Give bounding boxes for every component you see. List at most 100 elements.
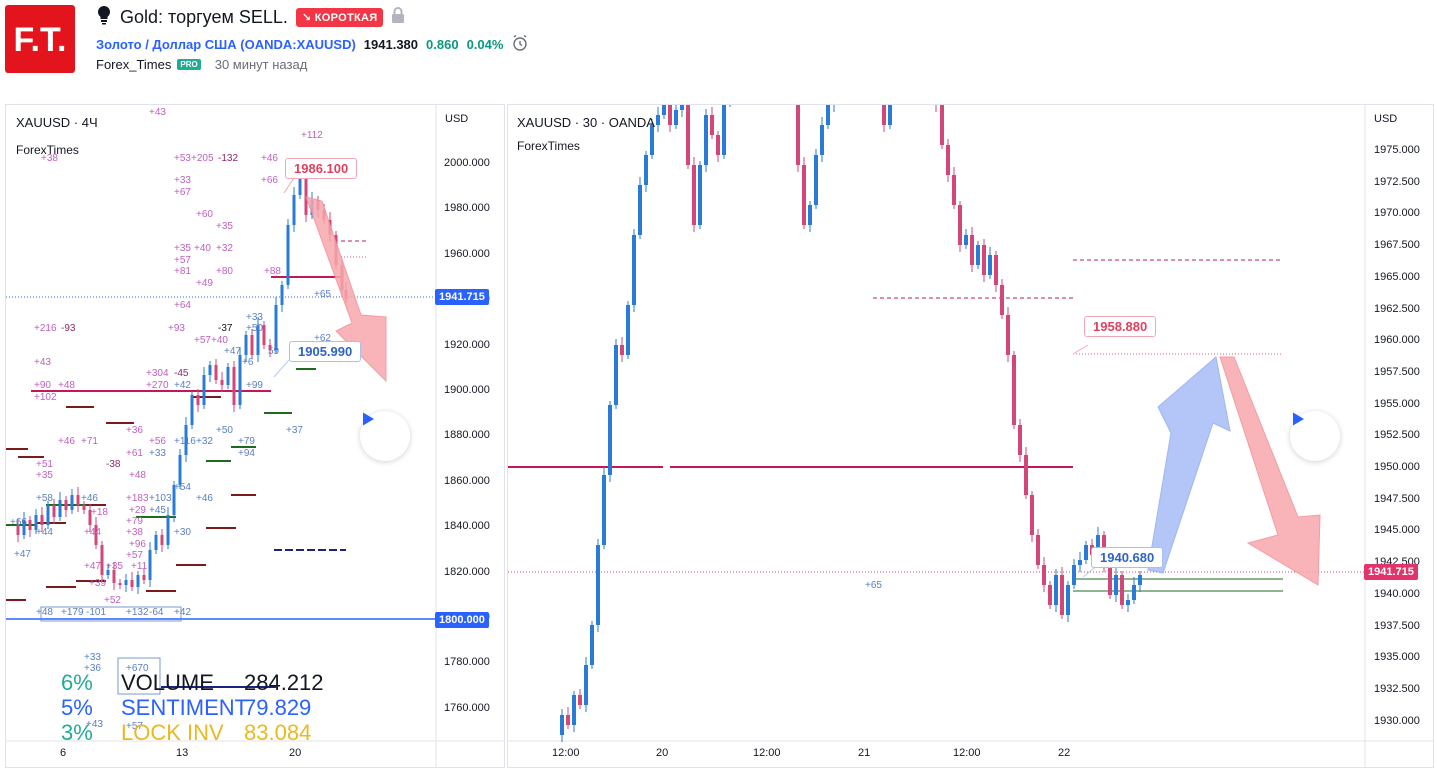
svg-text:+304: +304 <box>146 368 169 379</box>
stat-lockinv-label: LOCK INV <box>121 721 224 741</box>
callout-pointer-high <box>1072 344 1089 355</box>
stat-lockinv-pct: 3% <box>61 721 93 741</box>
svg-text:+6: +6 <box>242 357 254 368</box>
price-tick-label: 1860.000 <box>444 474 490 487</box>
price-tick-label: 1935.000 <box>1374 651 1420 664</box>
right-annotation: +65 <box>865 580 882 591</box>
published-time: 30 минут назад <box>214 57 308 72</box>
svg-text:+57: +57 <box>194 335 211 346</box>
svg-text:+65: +65 <box>314 289 331 300</box>
svg-text:+35: +35 <box>174 243 191 254</box>
price-tick-label: 1980.000 <box>444 202 490 215</box>
svg-text:-38: -38 <box>106 459 121 470</box>
symbol-row: Золото / Доллар США (OANDA:XAUUSD) 1941.… <box>96 34 529 55</box>
right-chart[interactable]: XAUUSD · 30 · OANDA ForexTimes USD 1975.… <box>507 104 1434 768</box>
right-current-price-tag: 1941.715 <box>1364 564 1418 580</box>
time-tick-label: 12:00 <box>753 747 781 759</box>
annotation-box-2 <box>117 657 161 695</box>
svg-text:+132: +132 <box>126 607 149 618</box>
price-tick-label: 1965.000 <box>1374 270 1420 283</box>
short-badge: ↘ КОРОТКАЯ <box>295 7 384 27</box>
svg-text:+46: +46 <box>261 153 278 164</box>
time-tick-label: 20 <box>289 747 302 759</box>
left-chart-canvas[interactable]: +43+112+38 +53 +205 -132 +46+33 +66 +67+60+… <box>6 105 504 767</box>
svg-text:+18: +18 <box>91 507 108 518</box>
svg-text:+35: +35 <box>36 470 53 481</box>
price-tick-label: 1952.500 <box>1374 429 1420 442</box>
right-play-button[interactable] <box>1290 411 1340 461</box>
right-chart-indicator: ForexTimes <box>517 139 580 153</box>
svg-text:+47: +47 <box>224 346 241 357</box>
svg-text:+37: +37 <box>286 425 303 436</box>
svg-text:+53: +53 <box>174 153 191 164</box>
price-tick-label: 1947.500 <box>1374 492 1420 505</box>
left-price-axis-currency: USD <box>445 113 469 125</box>
svg-text:+36: +36 <box>126 425 143 436</box>
svg-text:-45: -45 <box>174 368 189 379</box>
price-tick-label: 1937.500 <box>1374 619 1420 632</box>
svg-text:-132: -132 <box>218 153 238 164</box>
stat-volume-pct: 6% <box>61 670 93 695</box>
sell-arrow <box>305 196 387 383</box>
callout-low-right: 1940.680 <box>1091 547 1164 568</box>
price-tick-label: 1760.000 <box>444 701 490 714</box>
svg-text:+40: +40 <box>194 243 211 254</box>
svg-text:-101: -101 <box>86 607 106 618</box>
svg-text:+50: +50 <box>246 323 263 334</box>
price-tick-label: 1962.500 <box>1374 302 1420 315</box>
time-tick-label: 21 <box>858 747 871 759</box>
svg-text:+33: +33 <box>84 652 101 663</box>
symbol-link[interactable]: Золото / Доллар США (OANDA:XAUUSD) <box>96 37 356 52</box>
svg-text:+57: +57 <box>126 550 143 561</box>
alarm-clock-icon[interactable] <box>511 34 529 55</box>
svg-text:+80: +80 <box>216 266 233 277</box>
lock-icon <box>391 6 405 29</box>
play-icon <box>1293 412 1304 426</box>
svg-text:+179: +179 <box>61 607 84 618</box>
svg-text:+64: +64 <box>174 300 191 311</box>
svg-text:+57: +57 <box>174 255 191 266</box>
svg-text:+33: +33 <box>174 175 191 186</box>
svg-text:+33: +33 <box>246 312 263 323</box>
price-tick-label: 1945.000 <box>1374 524 1420 537</box>
svg-text:+71: +71 <box>81 436 98 447</box>
svg-text:+47: +47 <box>14 549 31 560</box>
left-annotations: +43+112+38 +53 +205 -132 +46+33 +66 +67+60+… <box>34 107 323 606</box>
price-tick-label: 1880.000 <box>444 429 490 442</box>
price-change: 0.860 <box>426 37 459 52</box>
stat-sentiment-pct: 5% <box>61 695 93 720</box>
svg-text:+103: +103 <box>149 493 172 504</box>
logo-text: F.T. <box>14 21 67 59</box>
time-tick-label: 20 <box>656 747 669 759</box>
author-logo[interactable]: F.T. <box>5 5 75 73</box>
svg-text:+66: +66 <box>10 517 27 528</box>
price-tick-label: 1970.000 <box>1374 207 1420 220</box>
left-current-price-tag: 1941.715 <box>435 289 489 305</box>
svg-text:+46: +46 <box>58 436 75 447</box>
time-tick-label: 13 <box>176 747 189 759</box>
svg-text:+60: +60 <box>196 209 213 220</box>
annotation-box <box>40 606 182 622</box>
price-tick-label: 1955.000 <box>1374 397 1420 410</box>
time-tick-label: 12:00 <box>552 747 580 759</box>
svg-text:+39: +39 <box>89 578 106 589</box>
buy-arrow <box>1147 356 1231 574</box>
price-tick-label: 1820.000 <box>444 565 490 578</box>
price-tick-label: 1932.500 <box>1374 682 1420 695</box>
svg-text:+30: +30 <box>174 527 191 538</box>
svg-text:+99: +99 <box>246 380 263 391</box>
left-chart[interactable]: +43 +112 +38 +53 +205 -132 +46 +33 +66 +67 +60 +… <box>5 104 505 768</box>
left-play-button[interactable] <box>360 411 410 461</box>
svg-text:+116: +116 <box>174 436 196 447</box>
svg-text:+40: +40 <box>211 335 228 346</box>
callout-pointer-low <box>273 359 290 378</box>
svg-text:+43: +43 <box>149 107 166 118</box>
symbol-name[interactable]: Золото / Доллар США <box>96 37 237 52</box>
svg-text:+61: +61 <box>126 448 143 459</box>
symbol-code[interactable]: (OANDA:XAUUSD) <box>240 37 356 52</box>
level-marks <box>6 396 256 601</box>
author-name[interactable]: Forex_Times <box>96 57 172 72</box>
svg-text:+48: +48 <box>58 380 75 391</box>
svg-text:+205: +205 <box>191 153 214 164</box>
callout-high-left: 1986.100 <box>285 158 358 179</box>
